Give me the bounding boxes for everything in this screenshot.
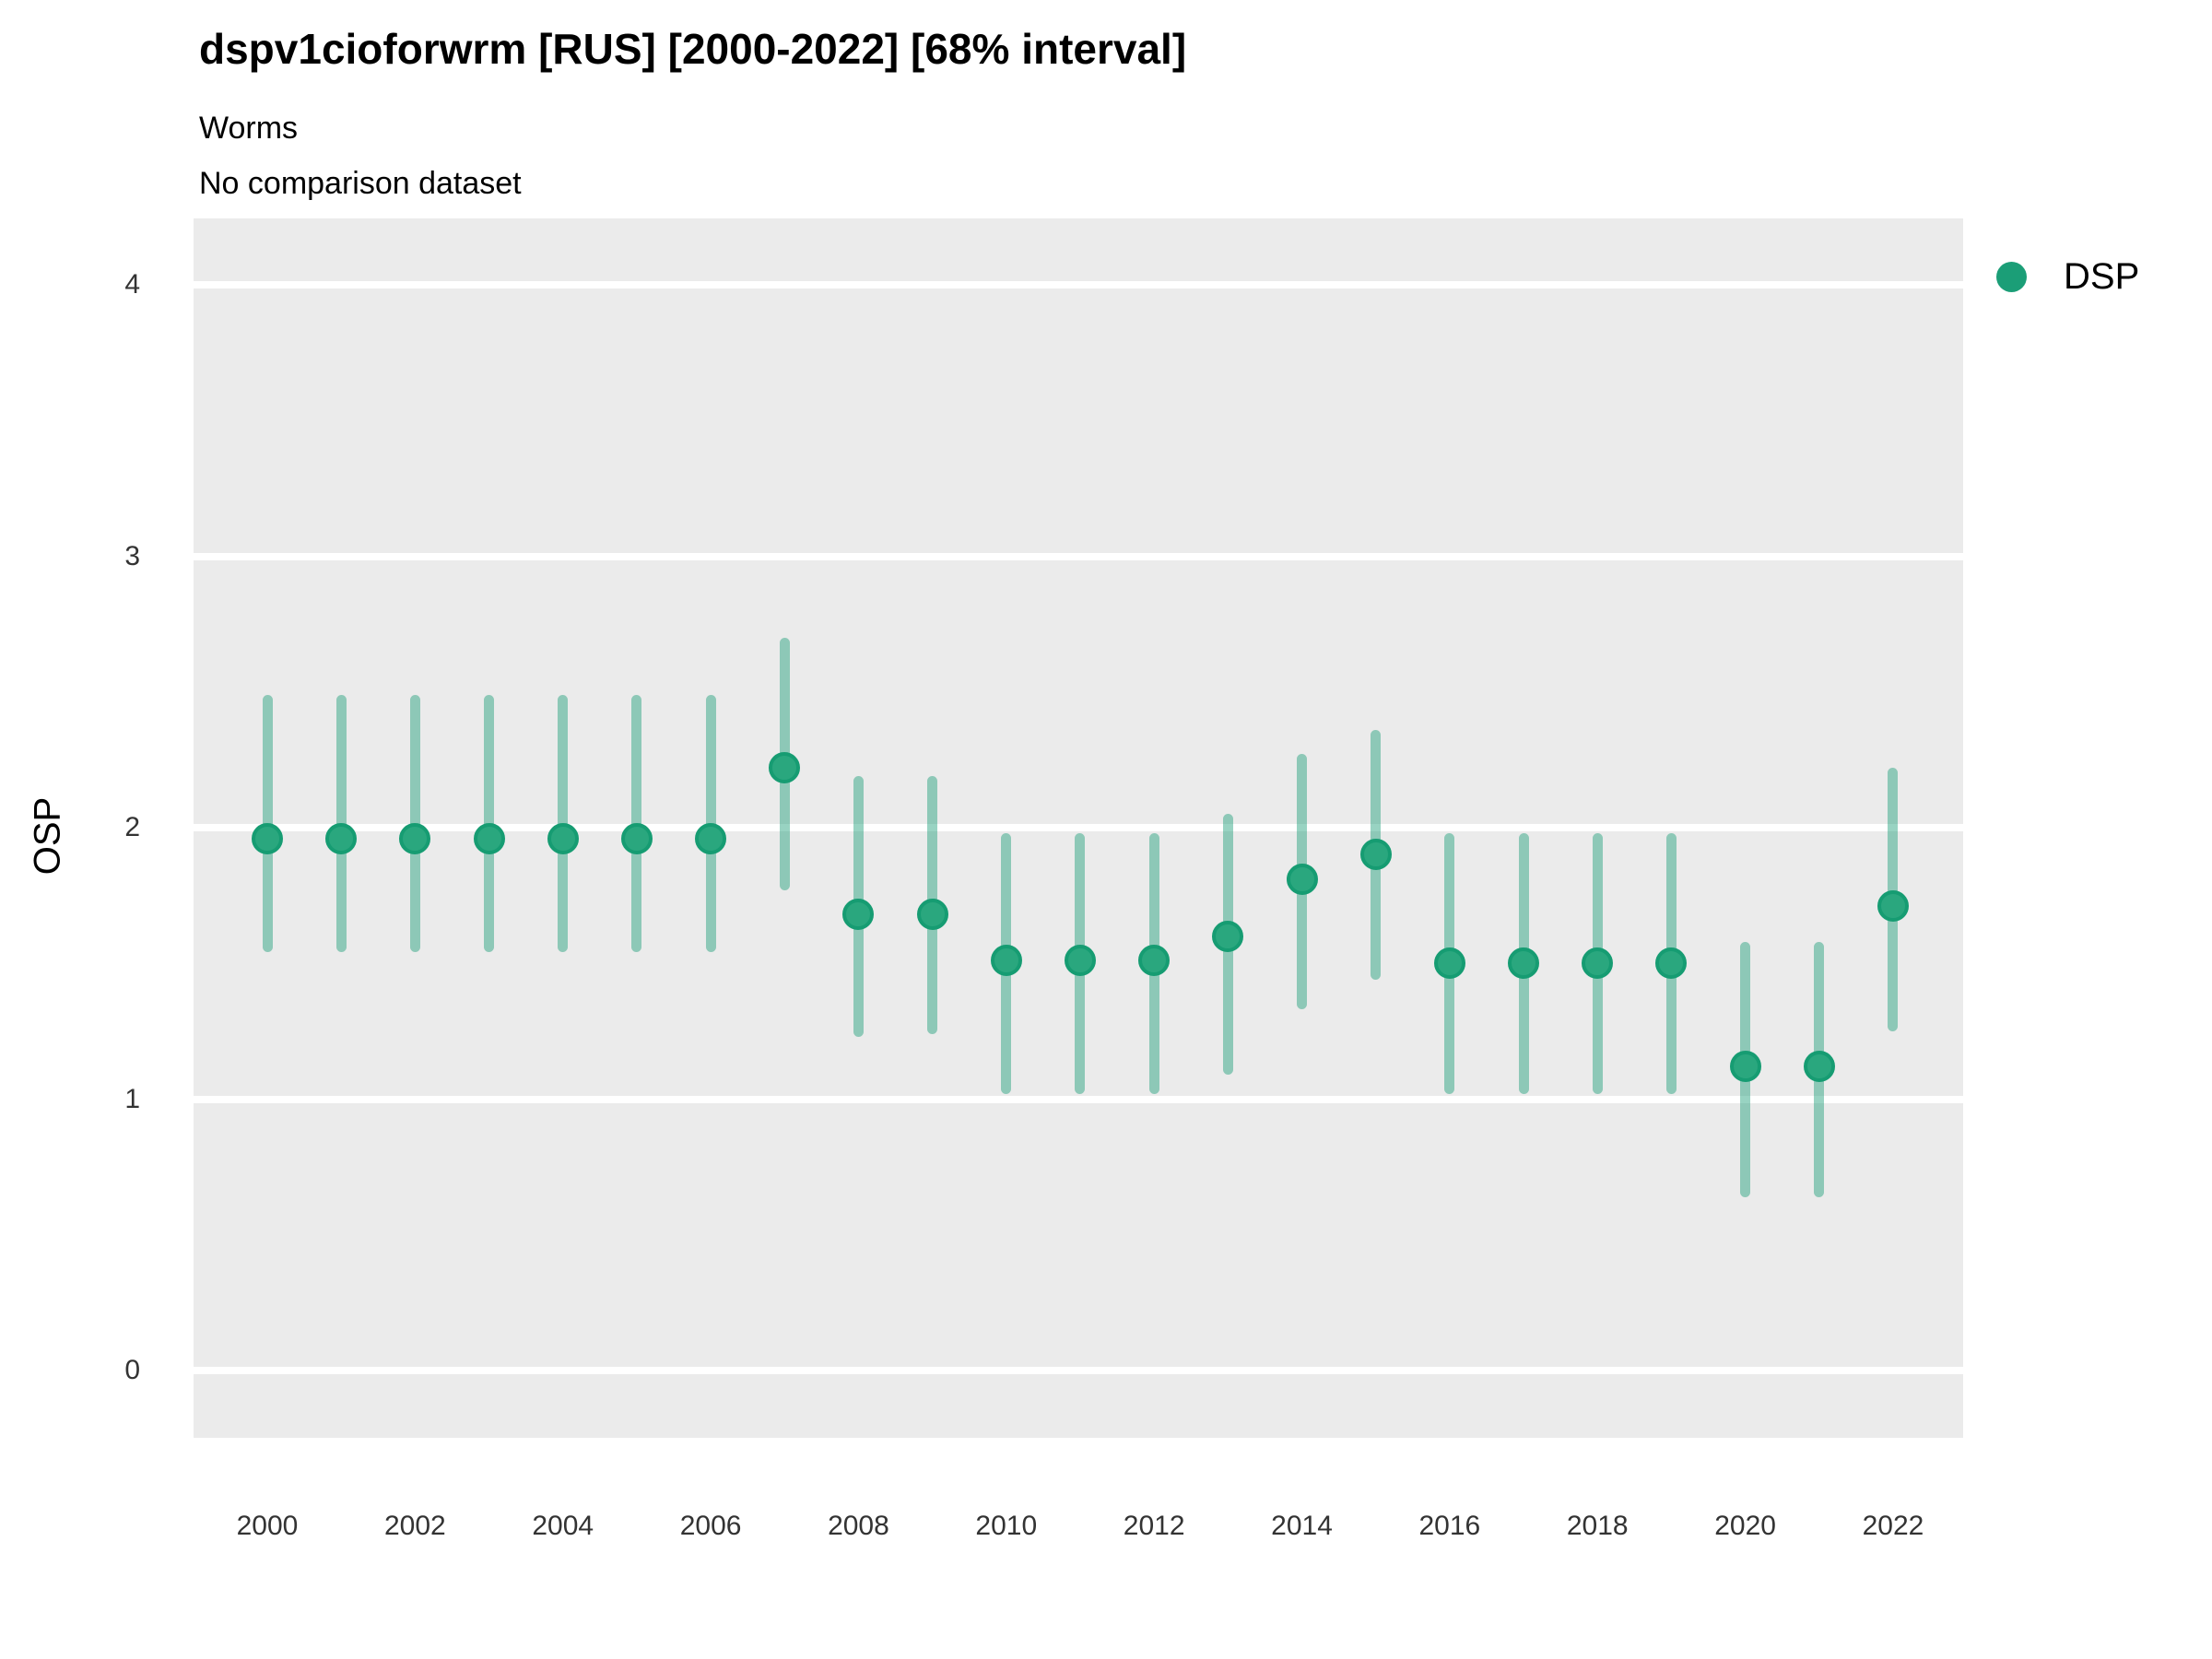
legend: DSP	[1991, 256, 2139, 297]
comparison-note: No comparison dataset	[199, 166, 522, 201]
data-point-2003	[473, 822, 505, 854]
y-tick-2: 2	[124, 812, 140, 842]
plot-panel	[194, 218, 1963, 1438]
y-tick-0: 0	[124, 1355, 140, 1385]
x-tick-2022: 2022	[1862, 1511, 1924, 1541]
data-point-2015	[1359, 839, 1392, 871]
data-point-2018	[1582, 947, 1614, 980]
data-point-2016	[1433, 947, 1465, 980]
x-tick-2016: 2016	[1418, 1511, 1481, 1541]
x-tick-2002: 2002	[383, 1511, 446, 1541]
x-tick-2006: 2006	[679, 1511, 742, 1541]
data-point-2012	[1138, 945, 1171, 977]
gridline-y-2	[194, 824, 1963, 831]
data-point-2006	[695, 822, 727, 854]
data-point-2004	[547, 822, 579, 854]
gridline-y-1	[194, 1095, 1963, 1103]
data-point-2019	[1655, 947, 1688, 980]
gridline-y-3	[194, 552, 1963, 560]
data-point-2013	[1212, 920, 1244, 952]
x-tick-2012: 2012	[1123, 1511, 1185, 1541]
legend-point-icon	[1996, 261, 2027, 292]
data-point-2010	[990, 945, 1022, 977]
data-point-2005	[620, 822, 653, 854]
gridline-y-0	[194, 1367, 1963, 1374]
x-tick-2000: 2000	[236, 1511, 299, 1541]
x-tick-2004: 2004	[532, 1511, 594, 1541]
chart-title: dspv1cioforwrm [RUS] [2000-2022] [68% in…	[199, 25, 1187, 73]
data-point-2000	[252, 822, 283, 854]
x-tick-2018: 2018	[1566, 1511, 1629, 1541]
data-point-2002	[399, 822, 431, 854]
y-tick-4: 4	[124, 269, 140, 300]
data-point-2020	[1729, 1051, 1761, 1083]
data-point-2007	[769, 752, 801, 784]
x-tick-2008: 2008	[828, 1511, 889, 1541]
data-point-2011	[1064, 945, 1096, 977]
data-point-2022	[1877, 890, 1909, 923]
data-point-2014	[1286, 863, 1318, 895]
data-point-2009	[916, 899, 948, 931]
gridline-y-4	[194, 281, 1963, 288]
data-point-2008	[842, 899, 875, 931]
legend-label: DSP	[2064, 255, 2140, 297]
data-point-2017	[1508, 947, 1540, 980]
data-point-2001	[325, 822, 358, 854]
y-tick-1: 1	[124, 1083, 140, 1114]
data-point-2021	[1803, 1051, 1835, 1083]
x-tick-2014: 2014	[1271, 1511, 1333, 1541]
chart-subtitle: Worms	[199, 111, 299, 146]
x-tick-2010: 2010	[975, 1511, 1038, 1541]
x-tick-2020: 2020	[1714, 1511, 1776, 1541]
y-tick-3: 3	[124, 540, 140, 571]
